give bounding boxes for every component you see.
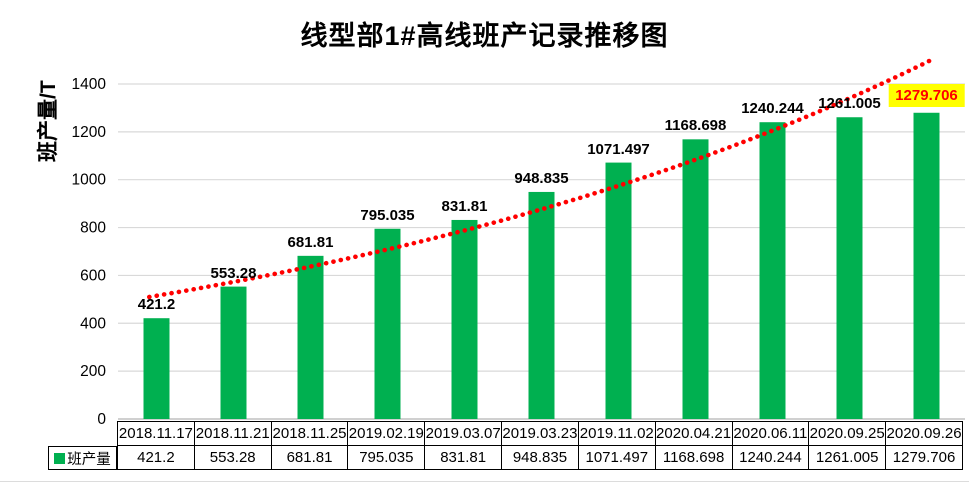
bar [682, 139, 709, 419]
bar [759, 122, 786, 420]
trendline [147, 55, 938, 300]
value-cell: 948.835 [501, 445, 579, 470]
series-marker-icon [54, 452, 66, 464]
value-cell: 553.28 [193, 445, 272, 470]
y-tick-label: 0 [97, 411, 106, 428]
date-cell: 2018.11.17 [117, 421, 195, 446]
value-cell: 681.81 [270, 445, 349, 470]
y-tick-label: 800 [80, 220, 106, 237]
bar [297, 255, 324, 419]
date-cell: 2019.02.19 [347, 421, 426, 446]
date-cell: 2019.11.02 [577, 421, 656, 446]
table-row-dates: 2018.11.17 2018.11.21 2018.11.25 2019.02.19… [117, 421, 963, 446]
data-table: 2018.11.17 2018.11.21 2018.11.25 2019.02.19… [117, 421, 963, 470]
bottom-divider [0, 481, 969, 482]
bar [143, 318, 170, 419]
value-cell: 1261.005 [808, 445, 887, 470]
bar [374, 228, 401, 419]
date-cell: 2019.03.07 [424, 421, 503, 446]
date-cell: 2020.06.11 [731, 421, 810, 446]
date-cell: 2019.03.23 [501, 421, 579, 446]
table-row-values: 421.2 553.28 681.81 795.035 831.81 948.835 107… [117, 445, 963, 470]
value-cell: 1071.497 [577, 445, 656, 470]
y-tick-label: 400 [80, 315, 106, 332]
value-cell: 421.2 [117, 445, 195, 470]
legend-label: 班产量 [67, 451, 111, 468]
date-cell: 2020.09.26 [885, 421, 963, 446]
y-tick-label: 1000 [72, 172, 107, 189]
bar [836, 117, 863, 419]
bar [451, 219, 478, 419]
value-cell: 795.035 [347, 445, 426, 470]
value-cell: 831.81 [424, 445, 503, 470]
bar [605, 162, 632, 420]
date-cell: 2020.04.21 [654, 421, 733, 446]
date-cell: 2018.11.25 [270, 421, 349, 446]
chart-title: 线型部1#高线班产记录推移图 [300, 21, 669, 51]
y-tick-label: 200 [80, 363, 106, 380]
y-tick-label: 600 [80, 267, 106, 284]
y-tick-label: 1200 [72, 124, 107, 141]
y-tick-label: 1400 [72, 76, 107, 93]
value-cell: 1168.698 [654, 445, 733, 470]
value-cell: 1240.244 [731, 445, 810, 470]
date-cell: 2018.11.21 [193, 421, 272, 446]
date-cell: 2020.09.25 [808, 421, 887, 446]
bar [220, 286, 247, 419]
value-cell: 1279.706 [885, 445, 963, 470]
bar [528, 191, 555, 419]
bar [913, 112, 940, 419]
legend-key: 班产量 [48, 446, 117, 470]
